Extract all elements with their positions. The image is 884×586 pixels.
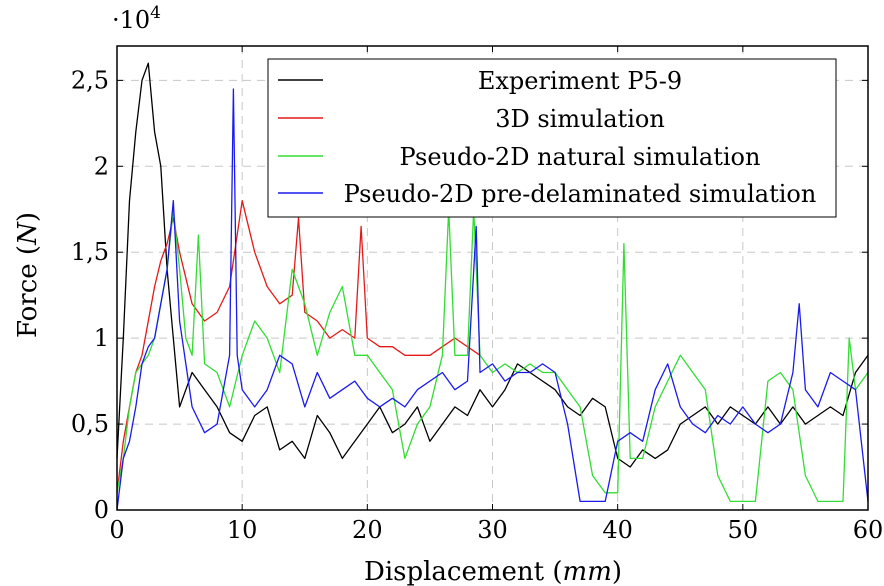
y-tick-label: 0 [94, 496, 109, 524]
legend-label-3: Pseudo-2D natural simulation [400, 143, 761, 171]
x-axis-title: Displacement (mm) [364, 557, 622, 586]
x-tick-label: 20 [352, 516, 383, 544]
series-layer [116, 62, 869, 511]
legend-label-2: 3D simulation [495, 105, 665, 133]
series-line-4 [116, 88, 869, 511]
y-tick-label: 2 [94, 152, 109, 180]
y-axis-title: Force (N) [13, 212, 43, 338]
y-tick-label: 2,5 [71, 66, 109, 94]
x-tick-label: 50 [728, 516, 759, 544]
legend-label-4: Pseudo-2D pre-delaminated simulation [344, 180, 817, 208]
series-line-3 [116, 208, 869, 503]
series-line-2 [116, 200, 481, 493]
series-line-1 [116, 62, 869, 468]
axis-ticks: 0 10 20 30 40 50 60 0 0,5 1 1,5 2 2,5 [71, 46, 883, 544]
legend-label-1: Experiment P5-9 [478, 67, 682, 95]
legend: Experiment P5-9 3D simulation Pseudo-2D na… [267, 58, 837, 218]
y-tick-label: 1 [94, 324, 109, 352]
x-tick-label: 0 [109, 516, 124, 544]
legend-box [267, 58, 837, 218]
x-tick-label: 60 [853, 516, 884, 544]
y-tick-label: 0,5 [71, 410, 109, 438]
x-tick-label: 30 [477, 516, 508, 544]
x-tick-label: 40 [602, 516, 633, 544]
y-axis-multiplier: ·104 [112, 3, 161, 34]
y-tick-label: 1,5 [71, 238, 109, 266]
x-tick-label: 10 [227, 516, 258, 544]
